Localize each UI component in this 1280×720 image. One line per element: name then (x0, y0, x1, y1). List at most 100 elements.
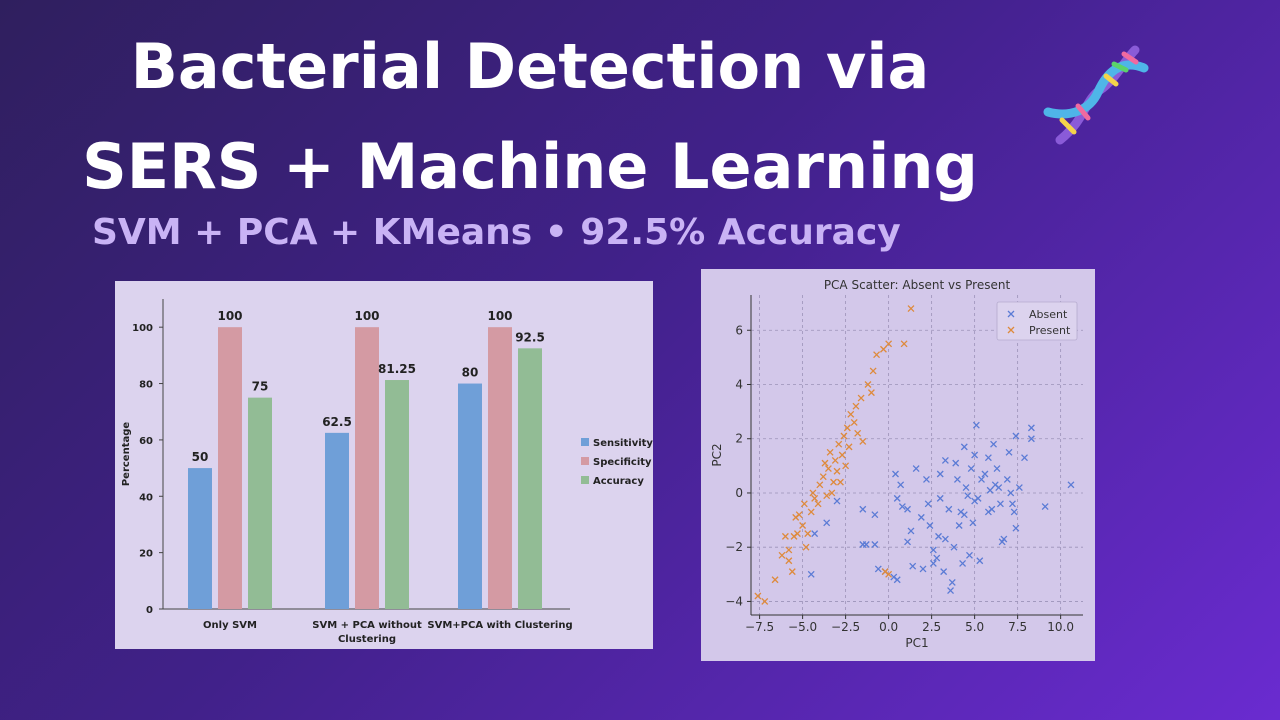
point-absent (936, 494, 944, 502)
point-present (816, 481, 824, 489)
point-absent (919, 565, 927, 573)
x-tick-label: 2.5 (922, 620, 941, 634)
legend-marker (1007, 310, 1015, 318)
point-absent (811, 530, 819, 538)
point-absent (807, 570, 815, 578)
point-absent (969, 519, 977, 527)
point-absent (960, 443, 968, 451)
bar-specificity (218, 327, 242, 609)
point-absent (823, 519, 831, 527)
point-absent (974, 494, 982, 502)
y-tick-label: 60 (139, 436, 153, 447)
point-absent (941, 456, 949, 464)
bar-accuracy (385, 380, 409, 609)
point-present (852, 402, 860, 410)
point-absent (940, 568, 948, 576)
point-absent (1007, 489, 1015, 497)
point-absent (1000, 535, 1008, 543)
point-absent (874, 565, 882, 573)
x-tick-label: Only SVM (203, 620, 257, 631)
point-present (828, 489, 836, 497)
point-present (800, 500, 808, 508)
legend-box (996, 301, 1078, 341)
point-absent (935, 532, 942, 540)
point-present (835, 440, 843, 448)
point-absent (996, 500, 1004, 508)
point-present (843, 424, 851, 432)
x-tick-label: −5.0 (788, 620, 817, 634)
y-tick-label: −2 (725, 540, 743, 554)
point-present (826, 448, 834, 456)
point-present (811, 494, 819, 502)
point-absent (952, 459, 960, 467)
point-absent (990, 440, 998, 448)
point-absent (1067, 481, 1075, 489)
legend-swatch (581, 457, 589, 465)
x-tick-label: SVM + PCA without (312, 620, 422, 631)
bar-sensitivity (458, 383, 482, 609)
point-absent (917, 513, 925, 521)
y-axis-label: Percentage (121, 422, 132, 487)
point-present (885, 340, 893, 348)
point-absent (1012, 432, 1020, 440)
point-present (804, 530, 812, 538)
point-present (881, 568, 889, 576)
legend-swatch (581, 438, 589, 446)
point-absent (948, 578, 956, 586)
point-present (831, 456, 839, 464)
x-tick-label: 7.5 (1008, 620, 1027, 634)
x-tick-label: 5.0 (965, 620, 984, 634)
point-absent (1015, 484, 1023, 492)
point-absent (929, 560, 937, 567)
point-present (799, 522, 807, 529)
point-present (802, 543, 810, 551)
point-present (859, 437, 867, 445)
bar-value-label: 81.25 (378, 362, 416, 376)
point-present (842, 462, 850, 470)
point-absent (986, 486, 994, 494)
bar-accuracy (248, 397, 272, 609)
x-tick-label: SVM+PCA with Clustering (427, 620, 572, 631)
point-present (845, 443, 853, 451)
legend-label: Sensitivity (593, 438, 653, 449)
point-present (778, 551, 786, 559)
point-present (864, 381, 872, 388)
point-present (814, 500, 822, 508)
point-absent (871, 541, 879, 548)
point-absent (1027, 435, 1035, 443)
point-absent (893, 576, 901, 584)
point-absent (993, 465, 1001, 473)
scatter-chart-panel: PCA Scatter: Absent vs Present −7.5 −5.0 −2… (701, 269, 1095, 661)
point-present (850, 418, 858, 426)
point-absent (984, 454, 992, 462)
legend-marker (1007, 326, 1015, 334)
point-absent (929, 546, 937, 554)
point-present (833, 467, 841, 475)
point-absent (962, 484, 970, 492)
point-present (907, 305, 915, 313)
bar-value-label: 92.5 (515, 330, 545, 344)
scatter-chart: PCA Scatter: Absent vs Present −7.5 −5.0 −2… (710, 278, 1083, 650)
point-present (840, 432, 848, 440)
point-absent (923, 475, 930, 483)
point-absent (955, 522, 963, 529)
point-absent (924, 500, 932, 508)
x-tick-label: −7.5 (745, 620, 774, 634)
title-line-1: Bacterial Detection via (130, 30, 930, 103)
bar-value-label: 100 (487, 309, 512, 323)
point-absent (981, 470, 989, 478)
point-absent (1009, 500, 1016, 508)
point-absent (984, 508, 992, 516)
legend-swatch (581, 476, 589, 484)
point-absent (947, 587, 955, 595)
point-present (754, 592, 762, 600)
bar-specificity (355, 327, 379, 609)
point-present (879, 345, 887, 353)
point-absent (904, 538, 911, 546)
point-absent (978, 475, 985, 483)
bar-accuracy (518, 348, 542, 609)
point-absent (972, 421, 980, 429)
point-absent (991, 481, 999, 489)
bar-sensitivity (188, 468, 212, 609)
point-absent (1005, 448, 1013, 456)
